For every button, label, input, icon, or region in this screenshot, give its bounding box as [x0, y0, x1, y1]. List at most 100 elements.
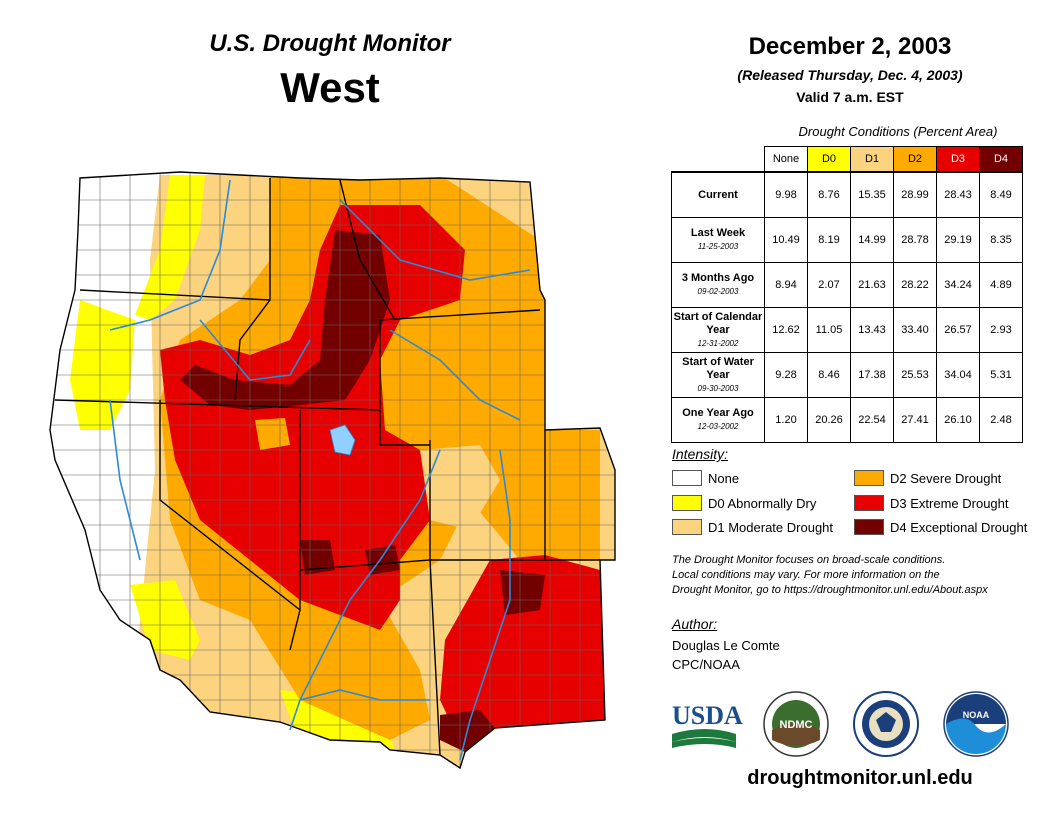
columbia-river — [109, 179, 231, 331]
legend-swatch — [672, 495, 702, 511]
table-cell: 4.89 — [979, 262, 1023, 308]
table-cell: 34.24 — [936, 262, 980, 308]
d3-area-nm — [440, 555, 605, 752]
table-cell: 5.31 — [979, 352, 1023, 398]
table-cell: 8.94 — [764, 262, 808, 308]
map-date: December 2, 2003 — [748, 33, 952, 60]
legend-item-d2: D2 Severe Drought — [854, 470, 1001, 486]
table-cell: 26.57 — [936, 307, 980, 353]
release-date: (Released Thursday, Dec. 4, 2003) — [737, 67, 963, 83]
sacramento-river — [109, 399, 141, 561]
id-west-border — [234, 178, 271, 401]
table-row: One Year Ago 12-03-2002 1.20 20.26 22.54 … — [671, 397, 1023, 443]
author-name: Douglas Le Comte — [672, 638, 780, 653]
row-label: Start of Water Year 09-30-2003 — [671, 352, 765, 398]
table-cell: 8.76 — [807, 171, 851, 218]
legend-swatch — [672, 519, 702, 535]
d2-area-nv — [255, 418, 290, 450]
table-row: Start of Water Year 09-30-2003 9.28 8.46 … — [671, 352, 1023, 398]
noaa-logo: NOAA — [943, 691, 1009, 757]
table-cell: 28.78 — [893, 217, 937, 263]
d0-area-nw — [135, 175, 205, 320]
row-label: Start of Calendar Year 12-31-2002 — [671, 307, 765, 353]
svg-text:NDMC: NDMC — [780, 719, 813, 731]
col-header-d0: D0 — [807, 146, 851, 173]
wa-or-border — [79, 289, 271, 301]
table-row: Start of Calendar Year 12-31-2002 12.62 1… — [671, 307, 1023, 353]
ca-nv-border — [159, 400, 301, 651]
col-header-d2: D2 — [893, 146, 937, 173]
disclaimer-note: The Drought Monitor focuses on broad-sca… — [672, 554, 988, 596]
col-header-d4: D4 — [979, 146, 1023, 173]
state-boundaries — [49, 171, 616, 769]
legend-heading: Intensity: — [672, 446, 729, 462]
table-cell: 12.62 — [764, 307, 808, 353]
missouri-river — [339, 199, 531, 281]
row-label: One Year Ago 12-03-2002 — [671, 397, 765, 443]
or-ca-nv-border — [54, 399, 381, 411]
table-cell: 20.26 — [807, 397, 851, 443]
table-cell: 27.41 — [893, 397, 937, 443]
table-cell: 33.40 — [893, 307, 937, 353]
table-cell: 1.20 — [764, 397, 808, 443]
col-header-none: None — [764, 146, 808, 173]
table-cell: 28.99 — [893, 171, 937, 218]
legend-item-d1: D1 Moderate Drought — [672, 519, 833, 535]
commerce-seal-logo — [853, 691, 919, 757]
d4-area-nm-n — [500, 570, 545, 615]
legend-item-d3: D3 Extreme Drought — [854, 495, 1009, 511]
website-url[interactable]: droughtmonitor.unl.edu — [747, 767, 973, 789]
row-label: 3 Months Ago 09-02-2003 — [671, 262, 765, 308]
mt-wy-border — [379, 309, 541, 321]
rivers — [109, 179, 531, 761]
table-cell: 21.63 — [850, 262, 894, 308]
table-cell: 17.38 — [850, 352, 894, 398]
table-cell: 2.07 — [807, 262, 851, 308]
table-cell: 8.19 — [807, 217, 851, 263]
table-cell: 8.35 — [979, 217, 1023, 263]
ut-wy-border — [379, 320, 430, 446]
table-cell: 28.43 — [936, 171, 980, 218]
d4-area-ut — [300, 540, 335, 575]
gila-river — [299, 689, 430, 701]
table-header-row: None D0 D1 D2 D3 D4 — [672, 146, 1023, 173]
snake-river — [199, 319, 311, 381]
valid-time: Valid 7 a.m. EST — [796, 89, 904, 105]
table-cell: 14.99 — [850, 217, 894, 263]
legend-swatch — [672, 470, 702, 486]
table-cell: 11.05 — [807, 307, 851, 353]
table-cell: 15.35 — [850, 171, 894, 218]
map-title: U.S. Drought Monitor — [209, 30, 451, 57]
legend-item-d4: D4 Exceptional Drought — [854, 519, 1027, 535]
usda-logo: USDA — [672, 701, 743, 748]
table-cell: 34.04 — [936, 352, 980, 398]
col-header-d1: D1 — [850, 146, 894, 173]
yellowstone-river — [389, 329, 521, 421]
table-row: Last Week 11-25-2003 10.49 8.19 14.99 28.… — [671, 217, 1023, 263]
legend-swatch — [854, 470, 884, 486]
drought-areas — [50, 172, 615, 768]
table-cell: 28.22 — [893, 262, 937, 308]
table-cell: 29.19 — [936, 217, 980, 263]
drought-conditions-table: None D0 D1 D2 D3 D4 Current 9.98 8.76 15… — [671, 146, 1023, 443]
table-cell: 2.93 — [979, 307, 1023, 353]
legend-item-none: None — [672, 470, 739, 486]
table-row: Current 9.98 8.76 15.35 28.99 28.43 8.49 — [671, 171, 1023, 218]
partner-logos: USDA NDMC NOAA — [672, 691, 1009, 757]
svg-text:NOAA: NOAA — [963, 710, 990, 720]
table-cell: 22.54 — [850, 397, 894, 443]
author-heading: Author: — [672, 616, 718, 632]
legend-swatch — [854, 495, 884, 511]
table-cell: 10.49 — [764, 217, 808, 263]
svg-text:USDA: USDA — [672, 701, 743, 730]
table-row: 3 Months Ago 09-02-2003 8.94 2.07 21.63 2… — [671, 262, 1023, 308]
table-cell: 25.53 — [893, 352, 937, 398]
az-nm-border — [429, 559, 441, 756]
table-cell: 13.43 — [850, 307, 894, 353]
author-org: CPC/NOAA — [672, 657, 740, 672]
table-cell: 9.98 — [764, 171, 808, 218]
d3-area-main — [160, 205, 465, 630]
row-label: Last Week 11-25-2003 — [671, 217, 765, 263]
table-cell: 9.28 — [764, 352, 808, 398]
rio-grande — [459, 449, 511, 761]
